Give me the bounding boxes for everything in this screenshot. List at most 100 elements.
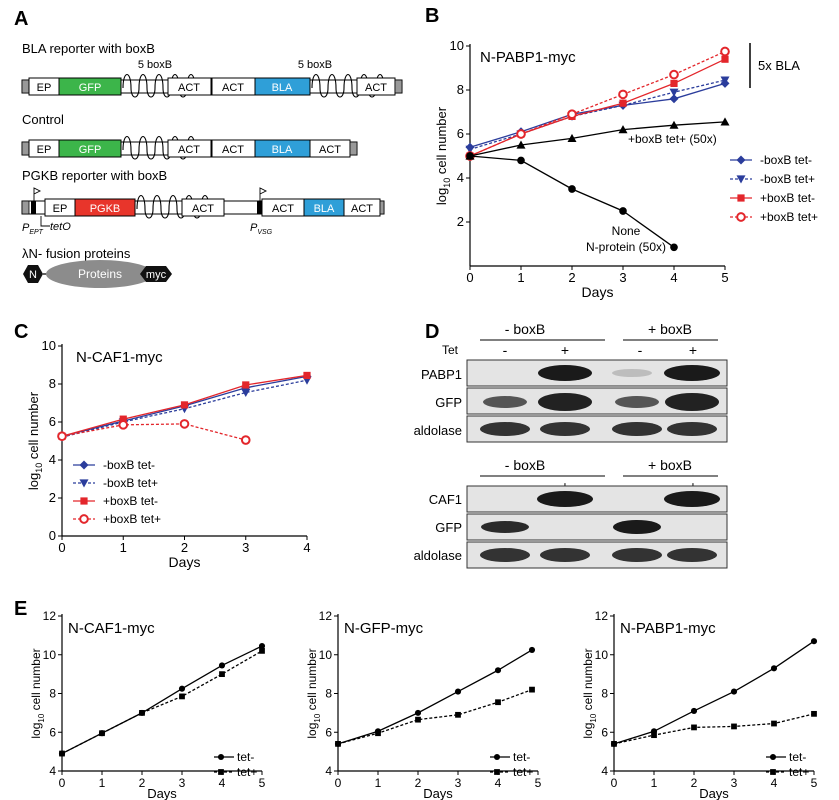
panel-d-blots: - boxB + boxB Tet - + - + PABP1 GFP aldo…	[414, 321, 728, 569]
pgkb-box	[74, 198, 136, 217]
blot-band	[540, 422, 590, 436]
blot-band	[667, 548, 717, 562]
blot-top-boxb-plus: + boxB	[648, 321, 692, 337]
end-cap-right	[394, 79, 403, 94]
blot-band	[537, 491, 593, 507]
end-cap-left	[21, 141, 30, 156]
data-point	[241, 388, 251, 398]
panel-label-c: C	[14, 321, 28, 343]
y-tick-label: 8	[49, 376, 56, 391]
y-tick-label: 0	[49, 528, 56, 543]
y-tick-label: 10	[319, 648, 333, 662]
data-point	[178, 685, 186, 692]
y-tick-label: 10	[43, 648, 57, 662]
y-tick-label: 12	[595, 609, 609, 623]
y-tick-label: 10	[42, 338, 56, 353]
legend-label: -boxB tet+	[103, 476, 158, 490]
data-point	[139, 709, 145, 716]
blot-row-label: PABP1	[421, 367, 462, 382]
x-axis-label: Days	[169, 554, 201, 570]
x-tick-label: 2	[181, 540, 188, 555]
legend: tet-tet+	[214, 750, 257, 779]
data-point	[242, 381, 250, 389]
gfp-text: GFP	[79, 144, 102, 156]
data-point	[179, 693, 185, 700]
data-point	[720, 76, 730, 85]
data-point	[810, 638, 818, 645]
x-tick-label: 0	[611, 776, 618, 790]
x-tick-label: 4	[771, 776, 778, 790]
y-tick-label: 6	[49, 414, 56, 429]
promoter-block	[257, 201, 262, 214]
pgkb-construct: EP PGKB ACT ACT BLA ACT tetO PEPT PVSG	[21, 187, 385, 236]
y-tick-label: 8	[49, 687, 56, 701]
data-point	[119, 415, 127, 423]
data-point	[619, 207, 627, 215]
promoter-arrow-vsg	[259, 187, 268, 209]
data-point	[736, 155, 746, 165]
act-text: ACT	[178, 144, 200, 156]
data-point	[466, 152, 474, 160]
blot-band	[538, 393, 592, 411]
promoter-arrow-ept	[33, 187, 42, 209]
data-point	[59, 750, 65, 757]
y-tick-label: 4	[601, 764, 608, 778]
x-tick-label: 2	[691, 776, 698, 790]
legend-label: -boxB tet+	[760, 172, 815, 186]
series-line	[613, 640, 815, 745]
x-axis-label: Days	[147, 786, 177, 800]
chart-title: N-PABP1-myc	[480, 49, 576, 66]
fusion-protein-diagram: N Proteins myc	[23, 260, 172, 288]
data-point	[720, 46, 730, 57]
blot-band	[613, 520, 661, 534]
data-point	[669, 69, 679, 80]
blot-row-label: aldolase	[414, 423, 462, 438]
y-tick-label: 8	[325, 687, 332, 701]
promoter-block	[31, 201, 36, 214]
blot-row-label: CAF1	[429, 492, 462, 507]
x-tick-label: 2	[139, 776, 146, 790]
data-point	[611, 740, 617, 747]
data-point	[495, 699, 501, 706]
myc-tag	[140, 266, 172, 282]
x-tick-label: 3	[242, 540, 249, 555]
y-tick-label: 4	[457, 170, 464, 185]
y-axis-label: log10 cell number	[29, 648, 46, 738]
control-title: Control	[22, 112, 64, 127]
teto-bracket	[40, 216, 50, 227]
data-point	[769, 753, 777, 761]
data-point	[335, 740, 341, 747]
blot-band	[664, 365, 720, 381]
x-tick-label: 0	[335, 776, 342, 790]
x-axis-label: Days	[699, 786, 729, 800]
legend-label: tet+	[237, 765, 257, 779]
chart-panel-c: 0 2 4 6 8 10 0 1 2 3 4 Days log10 cell number N-CAF1-…	[26, 338, 312, 570]
lane-minus: -	[638, 342, 643, 358]
end-cap-right	[349, 141, 358, 156]
legend-label: +boxB tet+	[760, 210, 818, 224]
chart-title: N-CAF1-myc	[76, 349, 163, 366]
blot-band	[665, 393, 719, 411]
data-point	[259, 647, 265, 654]
series-line	[61, 650, 263, 755]
series-line	[337, 689, 533, 745]
legend-label: tet-	[237, 750, 254, 764]
data-point	[180, 401, 189, 409]
gfp-box	[58, 77, 122, 96]
series-line	[337, 649, 533, 745]
panel-label-a: A	[14, 8, 28, 30]
y-tick-label: 8	[601, 687, 608, 701]
blot-row-label: GFP	[435, 520, 462, 535]
data-point	[493, 753, 501, 761]
x-tick-label: 3	[179, 776, 186, 790]
data-point	[516, 129, 526, 139]
legend-label: tet-	[789, 750, 806, 764]
data-point	[669, 88, 679, 97]
y-tick-label: 2	[49, 490, 56, 505]
chart-title: N-PABP1-myc	[620, 620, 716, 637]
data-point	[568, 185, 576, 193]
x-tick-label: 1	[517, 270, 524, 285]
control-construct: EP GFP ACT ACT BLA ACT	[21, 135, 358, 160]
x-tick-label: 3	[455, 776, 462, 790]
